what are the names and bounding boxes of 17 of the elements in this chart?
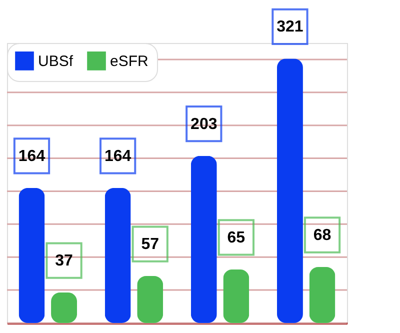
bar: [309, 267, 336, 323]
bar: [137, 276, 164, 323]
data-label: 164: [18, 148, 46, 165]
legend-label: UBSf: [38, 52, 74, 70]
data-label: 203: [190, 116, 218, 133]
data-label: 65: [227, 229, 246, 246]
data-label: 37: [55, 252, 74, 270]
bar: [276, 58, 303, 323]
bar: [190, 156, 217, 323]
bar: [104, 188, 131, 323]
data-label: 321: [276, 18, 304, 36]
bar: [18, 188, 45, 323]
legend-label: eSFR: [110, 52, 149, 70]
data-label: 164: [104, 148, 132, 165]
data-label: 68: [313, 227, 332, 244]
bar: [223, 269, 250, 323]
data-label: 57: [141, 236, 160, 254]
